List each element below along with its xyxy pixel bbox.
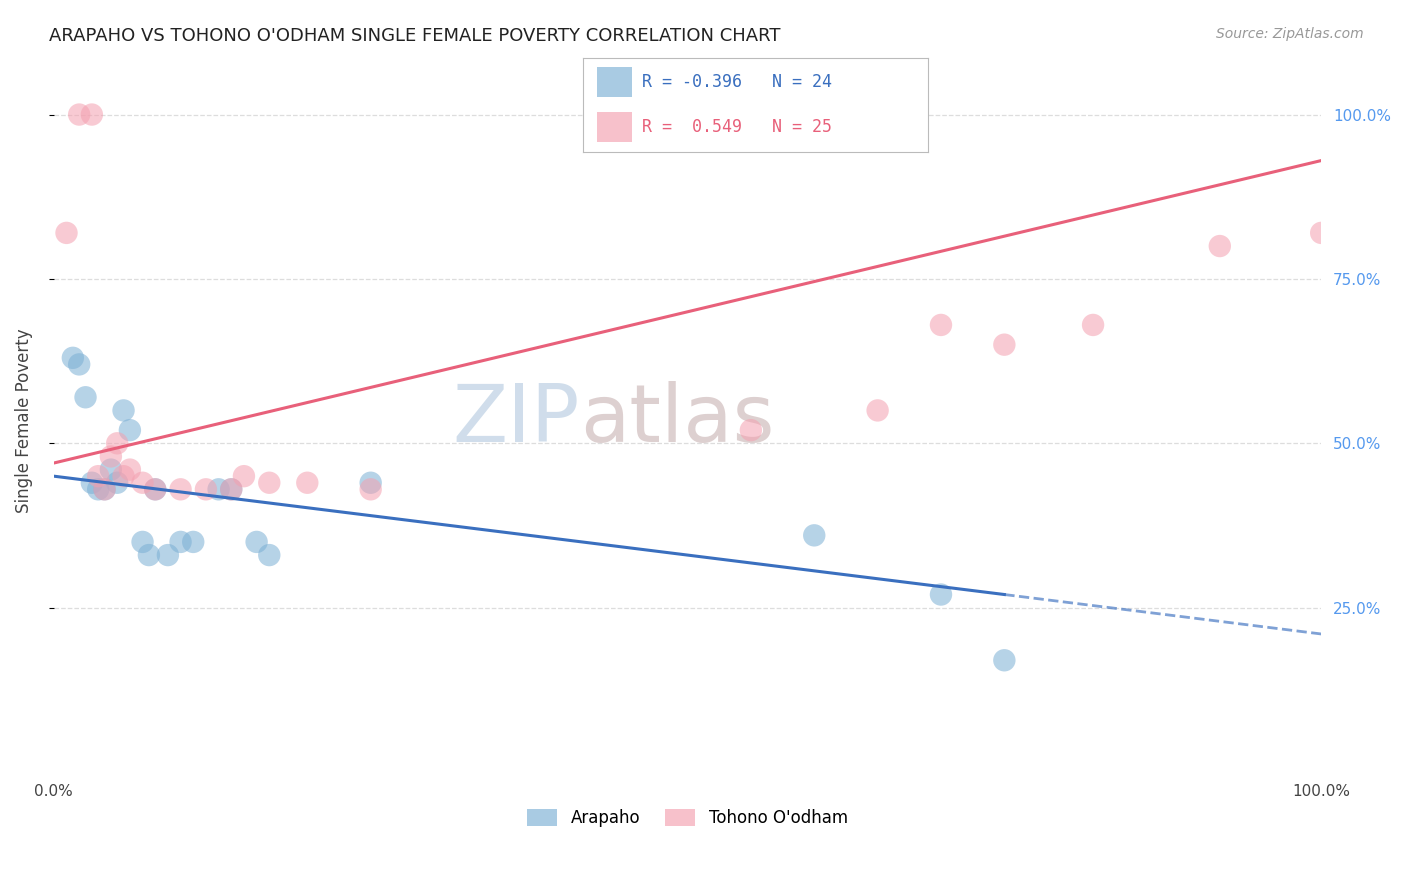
Text: ARAPAHO VS TOHONO O'ODHAM SINGLE FEMALE POVERTY CORRELATION CHART: ARAPAHO VS TOHONO O'ODHAM SINGLE FEMALE …	[49, 27, 780, 45]
Legend: Arapaho, Tohono O'odham: Arapaho, Tohono O'odham	[520, 803, 855, 834]
Point	[67, 107, 90, 121]
Point	[993, 337, 1015, 351]
Point	[100, 450, 122, 464]
Point	[207, 483, 229, 497]
Point	[740, 423, 762, 437]
Point	[87, 469, 110, 483]
Point	[118, 423, 141, 437]
Point	[360, 483, 382, 497]
Text: ZIP: ZIP	[453, 381, 579, 459]
Point	[87, 483, 110, 497]
Point	[112, 403, 135, 417]
Point	[62, 351, 84, 365]
Point	[75, 390, 97, 404]
Point	[100, 462, 122, 476]
Text: Source: ZipAtlas.com: Source: ZipAtlas.com	[1216, 27, 1364, 41]
Point	[259, 475, 281, 490]
Point	[866, 403, 889, 417]
Point	[112, 469, 135, 483]
Point	[80, 475, 103, 490]
Bar	[598, 68, 631, 97]
Point	[1209, 239, 1232, 253]
Point	[156, 548, 179, 562]
Point	[360, 475, 382, 490]
Text: R =  0.549   N = 25: R = 0.549 N = 25	[643, 119, 832, 136]
Point	[131, 475, 153, 490]
Point	[55, 226, 77, 240]
Point	[219, 483, 242, 497]
Point	[80, 107, 103, 121]
Point	[219, 483, 242, 497]
Point	[67, 358, 90, 372]
Point	[105, 436, 128, 450]
Point	[297, 475, 319, 490]
Point	[232, 469, 254, 483]
Bar	[598, 112, 631, 142]
Point	[138, 548, 160, 562]
Point	[118, 462, 141, 476]
Text: R = -0.396   N = 24: R = -0.396 N = 24	[643, 73, 832, 91]
Point	[259, 548, 281, 562]
Text: atlas: atlas	[579, 381, 775, 459]
Point	[929, 318, 952, 332]
Point	[194, 483, 217, 497]
Point	[929, 588, 952, 602]
Point	[143, 483, 166, 497]
Point	[93, 483, 115, 497]
Point	[169, 483, 191, 497]
Point	[131, 535, 153, 549]
Point	[803, 528, 825, 542]
Point	[246, 535, 269, 549]
Point	[1310, 226, 1333, 240]
Point	[1081, 318, 1104, 332]
Point	[143, 483, 166, 497]
Point	[993, 653, 1015, 667]
Y-axis label: Single Female Poverty: Single Female Poverty	[15, 328, 32, 513]
Point	[93, 483, 115, 497]
Point	[181, 535, 204, 549]
Point	[105, 475, 128, 490]
Point	[169, 535, 191, 549]
